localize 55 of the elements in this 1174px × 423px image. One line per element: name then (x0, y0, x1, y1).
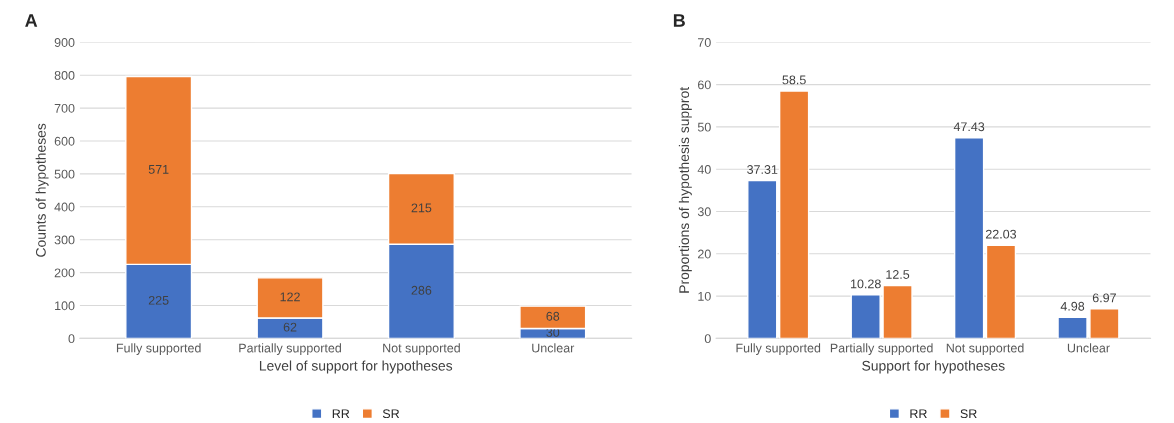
y-tick-label: 400 (54, 202, 75, 212)
bar (747, 179, 778, 339)
x-axis-title: Level of support for hypotheses (259, 360, 453, 374)
y-axis-title: Proportions of hypothesis supprot (678, 86, 692, 293)
legend-label: SR (960, 409, 977, 419)
x-tick-label: Unclear (532, 343, 575, 353)
bar (778, 90, 810, 339)
y-tick-label: 700 (54, 103, 75, 113)
data-label: 68 (546, 311, 560, 321)
y-tick-label: 0 (68, 334, 75, 344)
chart-title: A (25, 14, 38, 27)
y-axis-title: Counts of hypotheses (35, 123, 49, 257)
y-tick-label: 200 (54, 268, 75, 278)
data-label: 47.43 (953, 122, 985, 132)
data-label: 4.98 (1060, 301, 1085, 311)
x-tick-label: Not supported (946, 343, 1024, 355)
y-tick-label: 300 (54, 235, 75, 245)
y-tick-label: 900 (54, 38, 75, 47)
y-tick-label: 20 (698, 249, 711, 259)
legend-label: RR (910, 409, 927, 418)
bar (953, 137, 985, 339)
data-label: 37.31 (747, 165, 778, 174)
data-label: 122 (280, 292, 300, 302)
data-label: 215 (411, 203, 432, 213)
y-tick-label: 30 (697, 207, 711, 217)
x-tick-label: Not supported (383, 343, 460, 355)
x-tick-label: Fully supported (736, 343, 821, 355)
y-tick-label: 50 (697, 122, 711, 132)
legend-label: RR (332, 409, 350, 418)
data-label: 571 (148, 165, 169, 174)
x-tick-label: Fully supported (116, 343, 201, 355)
x-tick-label: Partially supported (239, 343, 341, 355)
y-tick-label: 500 (54, 169, 75, 179)
y-tick-label: 800 (54, 71, 75, 80)
bar (985, 244, 1017, 339)
data-label: 58.5 (782, 75, 806, 85)
x-axis-title: Support for hypotheses (862, 360, 1005, 374)
data-label: 12.5 (886, 270, 910, 279)
data-label: 286 (411, 285, 432, 295)
data-label: 225 (148, 295, 169, 305)
y-tick-label: 10 (698, 291, 711, 301)
chart-title: B (673, 14, 685, 27)
y-tick-label: 0 (704, 334, 711, 344)
y-tick-label: 70 (698, 38, 711, 47)
x-tick-label: Unclear (1067, 343, 1110, 353)
x-tick-label: Partially supported (830, 343, 933, 355)
legend-label: SR (382, 409, 400, 419)
data-label: 6.97 (1092, 293, 1116, 303)
data-label: 10.28 (851, 279, 881, 289)
y-tick-label: 60 (698, 80, 711, 90)
data-label: 62 (283, 322, 297, 332)
y-tick-label: 100 (55, 301, 75, 311)
y-tick-label: 600 (54, 136, 75, 146)
y-tick-label: 40 (697, 165, 711, 174)
data-label: 22.03 (985, 229, 1017, 239)
